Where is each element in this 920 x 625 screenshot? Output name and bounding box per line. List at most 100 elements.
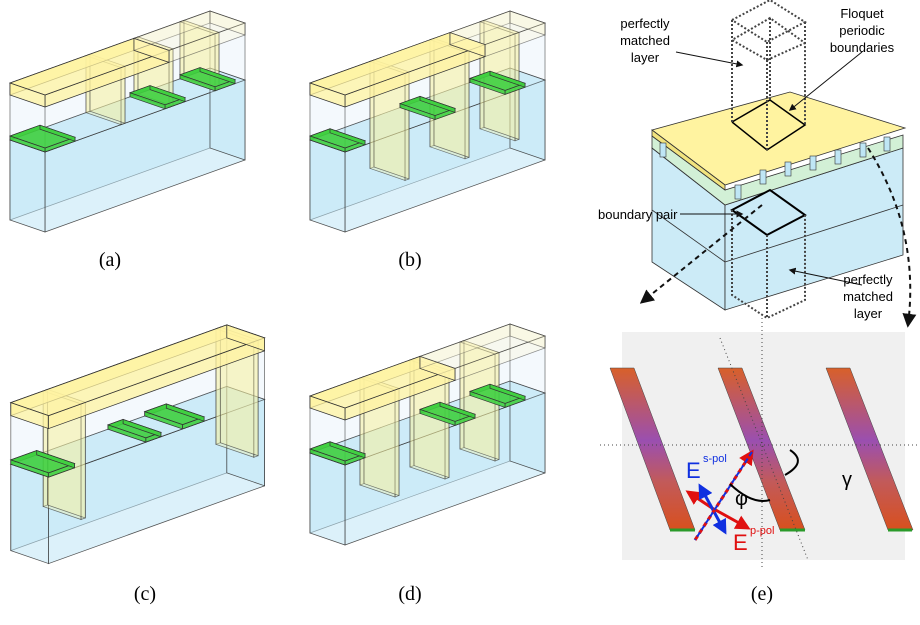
cover-slab bbox=[509, 323, 546, 349]
waveguide bbox=[36, 450, 75, 469]
waveguide bbox=[165, 403, 205, 422]
zoom-arrow bbox=[867, 147, 917, 328]
annotation: boundaries bbox=[830, 40, 895, 55]
cover-slab bbox=[309, 82, 346, 108]
substrate bbox=[309, 452, 346, 546]
substrate bbox=[309, 139, 346, 233]
waveguide bbox=[149, 85, 186, 103]
slot bbox=[834, 149, 842, 165]
p-pol-arrow bbox=[711, 506, 751, 530]
waveguide bbox=[10, 459, 49, 478]
annotation: layer bbox=[854, 306, 883, 321]
cover-slab bbox=[133, 37, 170, 63]
substrate bbox=[509, 380, 546, 474]
panel-label: (d) bbox=[398, 583, 421, 605]
symbol: E bbox=[733, 530, 748, 555]
structure-panel bbox=[308, 323, 547, 546]
cover-slab bbox=[10, 402, 49, 430]
waveguide bbox=[309, 448, 346, 466]
leader bbox=[788, 267, 863, 286]
waveguide bbox=[129, 92, 166, 110]
field-vectors bbox=[685, 449, 799, 541]
s-pol-arrow bbox=[698, 483, 714, 509]
annotation: layer bbox=[631, 50, 660, 65]
waveguide bbox=[122, 418, 162, 438]
cover-slab bbox=[509, 10, 546, 36]
slot bbox=[734, 184, 742, 200]
substrate bbox=[226, 385, 265, 487]
k-arrow bbox=[694, 451, 753, 541]
substrate bbox=[209, 67, 246, 161]
slot bbox=[784, 161, 792, 177]
leader-lines bbox=[639, 51, 917, 328]
waveguide bbox=[309, 135, 346, 153]
annotation: periodic bbox=[839, 23, 885, 38]
pml-edge bbox=[731, 210, 806, 320]
slot bbox=[659, 142, 667, 158]
panel-label: (a) bbox=[99, 249, 121, 271]
cover-slab bbox=[449, 32, 486, 58]
annotation: matched bbox=[620, 33, 670, 48]
waveguide bbox=[179, 74, 216, 92]
panel-label: (e) bbox=[751, 583, 773, 605]
waveguide bbox=[439, 401, 476, 419]
superscript: p-pol bbox=[750, 525, 774, 537]
waveguide bbox=[419, 408, 456, 426]
panel-label: (b) bbox=[398, 249, 421, 271]
cover-slab bbox=[419, 355, 456, 381]
rods bbox=[609, 367, 914, 532]
symbol: γ bbox=[842, 469, 852, 491]
slot bbox=[759, 169, 767, 185]
waveguide bbox=[329, 128, 366, 146]
waveguide bbox=[489, 70, 526, 88]
zoom-arrow bbox=[639, 204, 763, 304]
angle-phi bbox=[729, 483, 771, 502]
substrate bbox=[9, 139, 46, 233]
waveguide bbox=[489, 383, 526, 401]
structure-panel bbox=[8, 10, 247, 233]
slot bbox=[883, 136, 891, 152]
cover-slab bbox=[309, 395, 346, 421]
panels bbox=[8, 10, 547, 565]
cover-slab bbox=[9, 82, 46, 108]
annotation: matched bbox=[843, 289, 893, 304]
cover-slab bbox=[226, 324, 265, 352]
pml-edge bbox=[731, 0, 808, 44]
top-slab-edge bbox=[651, 129, 726, 191]
cover-slab bbox=[209, 10, 246, 36]
annotation: perfectly bbox=[843, 272, 893, 287]
pml-edge bbox=[766, 42, 806, 61]
annotation: boundary pair bbox=[598, 207, 678, 222]
waveguide bbox=[419, 95, 456, 113]
annotation: perfectly bbox=[620, 16, 670, 31]
waveguide bbox=[107, 424, 147, 443]
waveguide bbox=[329, 441, 366, 459]
waveguide bbox=[399, 103, 436, 121]
slot bbox=[809, 155, 817, 171]
waveguide bbox=[144, 411, 183, 430]
structure-panel bbox=[308, 10, 547, 233]
axes bbox=[600, 318, 920, 570]
symbol: E bbox=[686, 458, 701, 483]
floquet-cell bbox=[731, 99, 807, 151]
waveguide bbox=[469, 77, 506, 95]
leader bbox=[788, 51, 863, 111]
pml-column bbox=[731, 0, 808, 320]
waveguide bbox=[469, 390, 506, 408]
symbol: φ bbox=[735, 488, 748, 510]
panel-label: (c) bbox=[134, 583, 156, 605]
interface bbox=[651, 209, 726, 263]
grating-slots bbox=[659, 136, 891, 200]
structure-panel bbox=[9, 324, 266, 565]
annotation: Floquet bbox=[840, 6, 884, 21]
angle-gamma bbox=[784, 449, 799, 476]
interface bbox=[724, 204, 904, 263]
leader bbox=[675, 51, 744, 68]
waveguide bbox=[9, 135, 46, 153]
waveguide bbox=[199, 67, 236, 85]
waveguide bbox=[39, 124, 76, 142]
superscript: s-pol bbox=[703, 453, 727, 465]
slot bbox=[859, 142, 867, 158]
